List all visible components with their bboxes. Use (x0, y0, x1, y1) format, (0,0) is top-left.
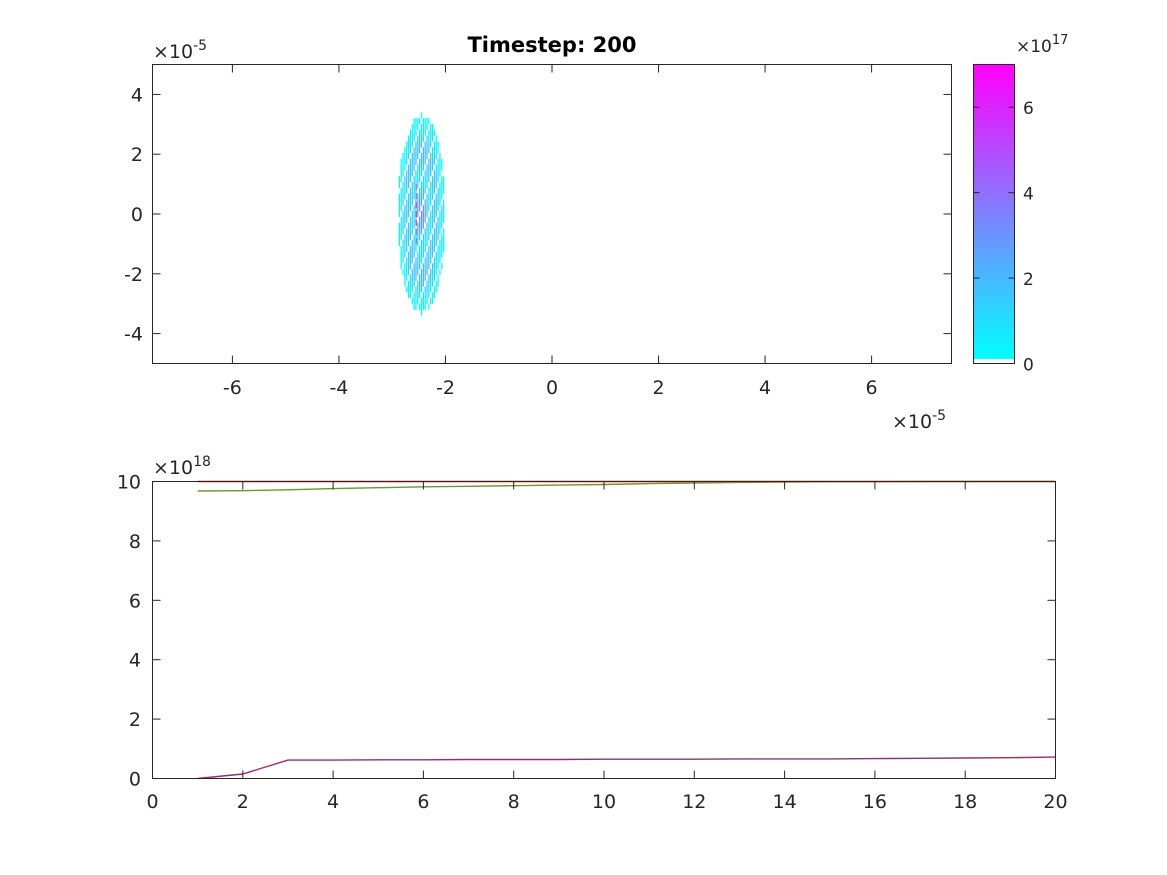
heatmap-y-exponent: ×10-5 (153, 38, 207, 63)
heatmap-x-exponent: ×10-5 (892, 408, 946, 433)
x-tick-label: 4 (759, 377, 771, 399)
colorbar-tick-label: 2 (1023, 270, 1034, 290)
x-tick-label: -2 (436, 377, 455, 399)
chart-title: Timestep: 200 (467, 33, 636, 57)
x-tick-label: 6 (866, 377, 878, 399)
x-tick-label: 20 (1043, 791, 1067, 813)
colorbar-ticks: 0 2 4 6 (973, 99, 1034, 376)
y-tick-label: 4 (131, 84, 143, 106)
y-tick-label: 10 (117, 472, 141, 494)
colorbar-zero-band (974, 359, 1014, 363)
line-y-ticks: 0 2 4 6 8 10 (117, 472, 1056, 791)
y-tick-label: 0 (129, 769, 141, 791)
line-panel: 0 2 4 6 8 10 12 14 16 18 20 0 2 4 6 8 10 ×1018 (117, 454, 1068, 813)
series-line-3 (197, 756, 1056, 780)
line-series-group (197, 480, 1056, 780)
x-tick-label: 16 (863, 791, 887, 813)
x-tick-label: 0 (546, 377, 558, 399)
heatmap-blob (398, 112, 445, 316)
colorbar-tick-label: 6 (1023, 99, 1034, 119)
x-tick-label: 0 (146, 791, 158, 813)
x-tick-label: 2 (237, 791, 249, 813)
colorbar-exponent: ×1017 (1016, 33, 1068, 57)
heatmap-panel: Timestep: 200 -6 -4 -2 0 2 4 6 -4 -2 0 2 4 ×10-5 ×… (124, 33, 952, 433)
colorbar-frame (973, 64, 1015, 364)
x-tick-label: 6 (417, 791, 429, 813)
y-tick-label: 8 (129, 531, 141, 553)
colorbar-tick-label: 0 (1023, 356, 1034, 376)
line-y-exponent: ×1018 (153, 454, 211, 479)
x-tick-label: 12 (682, 791, 706, 813)
x-tick-label: 8 (508, 791, 520, 813)
colorbar-tick-label: 4 (1023, 185, 1034, 205)
y-tick-label: 6 (129, 590, 141, 612)
line-x-ticks: 0 2 4 6 8 10 12 14 16 18 20 (146, 481, 1068, 813)
x-tick-label: 18 (953, 791, 977, 813)
colorbar-gradient (974, 65, 1014, 359)
y-tick-label: -2 (124, 264, 143, 286)
line-axes-frame (152, 481, 1056, 779)
x-tick-label: 10 (592, 791, 616, 813)
x-tick-label: -4 (329, 377, 348, 399)
heatmap-x-ticks: -6 -4 -2 0 2 4 6 (223, 64, 878, 399)
y-tick-label: -4 (124, 324, 143, 346)
colorbar: 0 2 4 6 ×1017 (973, 33, 1068, 376)
heatmap-axes-frame (152, 64, 952, 364)
y-tick-label: 2 (129, 709, 141, 731)
x-tick-label: 4 (327, 791, 339, 813)
y-tick-label: 2 (131, 144, 143, 166)
y-tick-label: 4 (129, 650, 141, 672)
y-tick-label: 0 (131, 204, 143, 226)
series-line-2 (197, 480, 1056, 492)
x-tick-label: 14 (773, 791, 797, 813)
heatmap-y-ticks: -4 -2 0 2 4 (124, 84, 952, 346)
x-tick-label: -6 (223, 377, 242, 399)
x-tick-label: 2 (652, 377, 664, 399)
